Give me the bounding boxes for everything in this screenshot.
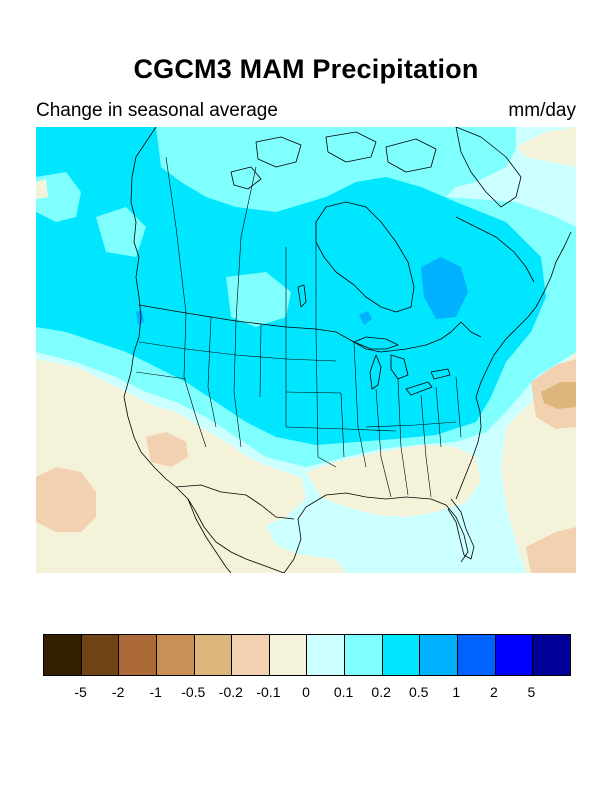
legend-swatch <box>81 635 120 675</box>
lake-huron <box>390 354 409 380</box>
legend-swatch <box>382 635 421 675</box>
legend-swatch <box>345 635 383 675</box>
region-patch-pacific <box>96 207 146 257</box>
region-wettest-hudson <box>421 257 468 319</box>
region-drier-pacific <box>36 467 96 532</box>
color-legend: -5 -2 -1 -0.5 -0.2 -0.1 0 0.1 0.2 0.5 1 2 5 <box>43 634 571 706</box>
legend-swatch <box>269 635 308 675</box>
legend-swatch <box>232 635 270 675</box>
hudson-bay-coastline <box>315 201 415 313</box>
florida-coastline <box>447 498 475 560</box>
legend-labels: -5 -2 -1 -0.5 -0.2 -0.1 0 0.1 0.2 0.5 1 2 5 <box>43 684 569 706</box>
lake-erie <box>405 381 433 396</box>
state-lines-east <box>365 376 462 498</box>
subtitle-left: Change in seasonal average <box>36 100 278 121</box>
legend-label: 0 <box>302 684 310 700</box>
subtitle-units: mm/day <box>508 100 576 121</box>
legend-swatch <box>533 635 570 675</box>
legend-label: 2 <box>489 684 498 700</box>
lake-superior <box>353 336 399 350</box>
legend-label: -0.2 <box>218 684 243 700</box>
region-wetter-core <box>36 127 546 445</box>
legend-label: -0.5 <box>181 684 206 700</box>
arctic-island-1 <box>255 136 302 168</box>
province-lines <box>165 156 317 329</box>
legend-swatch <box>420 635 459 675</box>
legend-label: -1 <box>149 684 162 700</box>
west-coastline <box>123 127 285 573</box>
legend-swatch <box>119 635 157 675</box>
east-coastline <box>455 231 572 500</box>
legend-swatch <box>495 635 534 675</box>
greenland-coastline <box>455 127 522 208</box>
region-patch-arctic <box>416 127 506 172</box>
legend-label: 1 <box>452 684 461 700</box>
legend-swatch <box>156 635 195 675</box>
region-drier-arizona <box>146 432 188 467</box>
legend-label: -5 <box>74 684 87 700</box>
legend-label: 5 <box>527 684 536 700</box>
arctic-island-3 <box>385 138 437 173</box>
legend-swatch <box>458 635 496 675</box>
lake-ontario <box>430 368 451 380</box>
state-lines-west <box>135 312 287 448</box>
legend-color-bar <box>43 634 571 676</box>
labrador-coastline <box>455 216 535 283</box>
legend-label: 0.1 <box>333 684 354 700</box>
legend-label: 0.2 <box>371 684 391 700</box>
arctic-island-2 <box>325 131 377 163</box>
canada-us-border <box>138 304 482 353</box>
legend-label: -2 <box>111 684 125 700</box>
legend-swatch <box>44 635 82 675</box>
legend-swatch <box>194 635 233 675</box>
region-patch-canada <box>186 127 346 192</box>
gulf-coastline <box>283 492 469 573</box>
lake-michigan <box>369 354 382 390</box>
state-lines-central <box>285 328 397 468</box>
region-dry-gulf <box>306 445 481 517</box>
region-patch-plains <box>226 272 291 327</box>
legend-label: 0.5 <box>408 684 429 700</box>
region-wettest-lake <box>359 311 372 325</box>
legend-swatch <box>307 635 346 675</box>
figure-title: CGCM3 MAM Precipitation <box>133 54 479 84</box>
region-wettest-coast <box>136 310 144 325</box>
legend-label: -0.1 <box>256 684 281 700</box>
region-dry-southwest <box>36 359 346 573</box>
lake-winnipeg <box>297 284 307 308</box>
region-driest-atlantic <box>541 382 576 409</box>
region-patch-northwest <box>36 172 81 222</box>
region-neutral-pacific <box>36 179 48 199</box>
region-dry-north-atlantic <box>516 127 576 167</box>
us-mexico-border <box>175 484 295 520</box>
baja-coastline <box>187 498 232 573</box>
arctic-island-4 <box>230 166 262 190</box>
region-drier-southeast-coast <box>526 527 576 573</box>
precipitation-map <box>36 127 576 573</box>
